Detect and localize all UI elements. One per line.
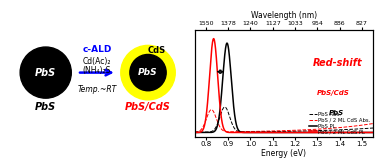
PbS Abs.	[201, 131, 206, 133]
PbS / 2 ML CdS PL	[366, 132, 370, 133]
Text: PbS: PbS	[328, 110, 344, 116]
Text: (NH₄)₂S: (NH₄)₂S	[83, 66, 111, 75]
Line: PbS / 2 ML CdS Abs.: PbS / 2 ML CdS Abs.	[195, 110, 373, 132]
PbS Abs.	[371, 127, 375, 129]
PbS Abs.	[366, 127, 370, 129]
PbS Abs.	[274, 131, 279, 132]
Text: Temp.~RT: Temp.~RT	[77, 85, 116, 94]
Text: CdS: CdS	[147, 46, 165, 55]
Text: PbS: PbS	[35, 102, 56, 112]
PbS Abs.	[192, 131, 197, 133]
PbS Abs.	[279, 130, 284, 132]
PbS / 2 ML CdS PL	[366, 132, 371, 133]
PbS / 2 ML CdS PL	[201, 127, 206, 129]
PbS / 2 ML CdS PL	[192, 132, 197, 133]
PbS Abs.	[366, 127, 370, 129]
X-axis label: Energy (eV): Energy (eV)	[261, 148, 307, 158]
PbS / 2 ML CdS Abs.	[201, 124, 206, 126]
Text: Cd(Ac)₂: Cd(Ac)₂	[83, 57, 111, 66]
PbS Abs.	[223, 106, 227, 108]
PbS / 2 ML CdS PL	[279, 132, 284, 133]
Line: PbS Abs.: PbS Abs.	[195, 107, 373, 132]
Line: PbS / 2 ML CdS PL: PbS / 2 ML CdS PL	[195, 39, 373, 132]
PbS PL	[371, 132, 375, 133]
Text: PbS/CdS: PbS/CdS	[125, 102, 171, 112]
Text: Red-shift: Red-shift	[313, 58, 363, 68]
X-axis label: Wavelength (nm): Wavelength (nm)	[251, 11, 317, 20]
PbS / 2 ML CdS PL	[211, 38, 216, 40]
Line: PbS PL: PbS PL	[195, 43, 373, 132]
PbS Abs.	[333, 129, 338, 131]
PbS PL	[201, 132, 206, 133]
PbS PL	[192, 132, 197, 133]
Legend: PbS Abs., PbS / 2 ML CdS Abs., PbS PL, PbS / 2 ML CdS PL: PbS Abs., PbS / 2 ML CdS Abs., PbS PL, P…	[309, 112, 370, 134]
PbS / 2 ML CdS Abs.	[333, 127, 338, 129]
PbS / 2 ML CdS Abs.	[274, 130, 279, 132]
PbS PL	[274, 132, 279, 133]
PbS PL	[366, 132, 370, 133]
PbS PL	[366, 132, 370, 133]
PbS / 2 ML CdS Abs.	[366, 123, 370, 125]
PbS / 2 ML CdS Abs.	[279, 130, 284, 132]
Text: c-ALD: c-ALD	[82, 45, 112, 54]
Circle shape	[130, 54, 166, 91]
PbS PL	[279, 132, 284, 133]
PbS / 2 ML CdS Abs.	[366, 123, 370, 125]
Text: PbS/CdS: PbS/CdS	[318, 90, 350, 96]
Text: PbS: PbS	[35, 68, 56, 78]
PbS / 2 ML CdS PL	[274, 132, 279, 133]
Text: PbS: PbS	[138, 68, 158, 77]
PbS / 2 ML CdS PL	[366, 132, 370, 133]
Circle shape	[20, 47, 71, 98]
PbS PL	[225, 42, 229, 44]
PbS / 2 ML CdS Abs.	[371, 123, 375, 125]
PbS / 2 ML CdS PL	[371, 132, 375, 133]
PbS / 2 ML CdS PL	[333, 132, 338, 133]
PbS / 2 ML CdS Abs.	[192, 131, 197, 133]
PbS / 2 ML CdS Abs.	[209, 109, 214, 111]
PbS PL	[333, 132, 338, 133]
Circle shape	[121, 45, 175, 100]
